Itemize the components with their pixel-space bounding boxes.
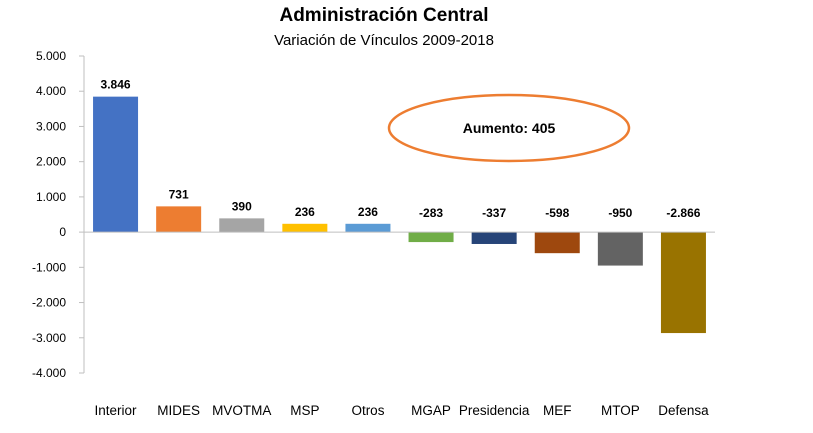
x-tick-label-mtop: MTOP <box>601 403 640 418</box>
data-label-msp: 236 <box>295 205 315 219</box>
bar-presidencia <box>471 232 517 244</box>
data-label-interior: 3.846 <box>101 78 131 92</box>
data-label-mvotma: 390 <box>232 199 252 213</box>
data-label-defensa: -2.866 <box>666 206 700 220</box>
x-tick-label-interior: Interior <box>95 403 138 418</box>
y-tick-label: 0 <box>59 225 66 239</box>
annotation-text: Aumento: 405 <box>463 120 556 136</box>
bar-interior <box>93 96 139 233</box>
data-label-mtop: -950 <box>608 206 632 220</box>
bar-msp <box>282 223 328 233</box>
bar-mtop <box>597 232 643 266</box>
x-axis-ticks: Interior MIDES MVOTMA MSP Otros MGAP Presidenc… <box>95 403 710 418</box>
bar-mgap <box>408 232 454 243</box>
y-tick-label: 2.000 <box>36 155 66 169</box>
x-tick-label-mvotma: MVOTMA <box>212 403 271 418</box>
y-tick-label: -1.000 <box>32 260 66 274</box>
x-tick-label-defensa: Defensa <box>658 403 709 418</box>
data-label-mides: 731 <box>169 187 189 201</box>
x-tick-label-otros: Otros <box>351 403 384 418</box>
x-tick-label-presidencia: Presidencia <box>459 403 530 418</box>
bars-group <box>93 96 706 334</box>
y-tick-label: 3.000 <box>36 119 66 133</box>
chart-title: Administración Central <box>279 5 488 26</box>
data-labels-group: 3.846 731 390 236 236 -283 -337 -598 -950 -2.866 <box>101 78 701 220</box>
x-tick-label-mef: MEF <box>543 403 572 418</box>
data-label-otros: 236 <box>358 205 378 219</box>
y-tick-label: -3.000 <box>32 331 66 345</box>
x-tick-label-mgap: MGAP <box>411 403 451 418</box>
y-tick-label: -2.000 <box>32 296 66 310</box>
y-tick-label: 4.000 <box>36 84 66 98</box>
x-tick-label-mides: MIDES <box>157 403 200 418</box>
data-label-mef: -598 <box>545 206 569 220</box>
bar-mvotma <box>219 218 265 233</box>
y-axis-ticks: 5.000 4.000 3.000 2.000 1.000 0 -1.000 -2.000 -3… <box>32 49 84 380</box>
y-tick-label: 1.000 <box>36 190 66 204</box>
data-label-mgap: -283 <box>419 206 443 220</box>
bar-otros <box>345 223 391 233</box>
data-label-presidencia: -337 <box>482 206 506 220</box>
chart-subtitle: Variación de Vínculos 2009-2018 <box>274 32 494 49</box>
y-tick-label: 5.000 <box>36 49 66 63</box>
bar-mides <box>156 206 202 233</box>
y-tick-label: -4.000 <box>32 366 66 380</box>
bar-defensa <box>660 232 706 334</box>
bar-mef <box>534 232 580 254</box>
x-tick-label-msp: MSP <box>290 403 319 418</box>
annotation-ellipse <box>387 93 631 163</box>
